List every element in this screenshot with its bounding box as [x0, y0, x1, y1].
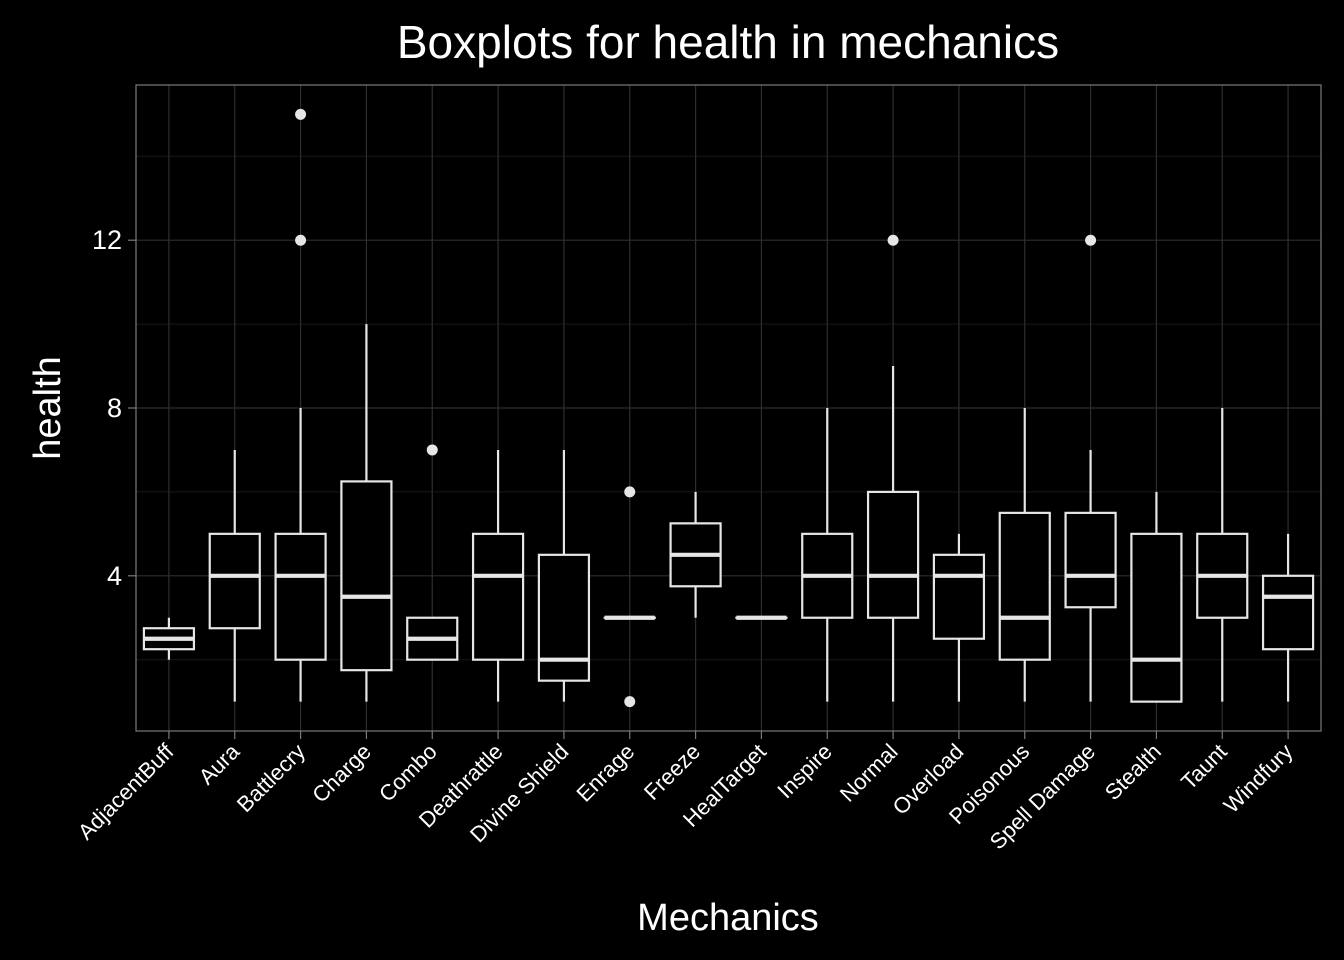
- box-iqr: [1064, 511, 1117, 609]
- outlier-point: [624, 696, 636, 708]
- boxplot-charge: [340, 324, 393, 702]
- outlier-point: [295, 234, 307, 246]
- outlier-point: [887, 234, 899, 246]
- box-iqr: [866, 490, 920, 619]
- box-iqr: [998, 511, 1051, 661]
- box-iqr: [932, 553, 986, 640]
- boxplot-deathrattle: [471, 449, 525, 702]
- box-iqr: [1130, 532, 1183, 703]
- box-iqr: [340, 480, 393, 672]
- y-tick-label: 12: [92, 225, 122, 255]
- boxplot-battlecry: [274, 108, 327, 702]
- outlier-point: [624, 486, 636, 498]
- boxplot-normal: [866, 234, 920, 702]
- boxplot-enrage: [603, 486, 656, 708]
- x-axis-label: Mechanics: [637, 897, 819, 939]
- boxplot-overload: [932, 533, 986, 702]
- boxplot-taunt: [1196, 408, 1249, 702]
- boxplot-series: [142, 108, 1315, 708]
- boxplot-spell-damage: [1064, 234, 1117, 702]
- outlier-point: [426, 444, 438, 456]
- y-tick-label: 4: [107, 561, 122, 591]
- y-axis: 4 8 12: [92, 225, 136, 591]
- outlier-point: [1085, 234, 1097, 246]
- boxplot-stealth: [1130, 491, 1183, 703]
- boxplot-windfury: [1261, 533, 1315, 702]
- boxplot-inspire: [801, 408, 854, 702]
- box-iqr: [274, 532, 327, 661]
- chart-title: Boxplots for health in mechanics: [397, 16, 1059, 68]
- box-iqr: [208, 532, 261, 630]
- boxplot-combo: [406, 444, 459, 661]
- boxplot-poisonous: [998, 408, 1051, 702]
- box-iqr: [1261, 574, 1315, 651]
- outlier-point: [295, 108, 307, 120]
- boxplot-freeze: [669, 491, 722, 618]
- boxplot-divine-shield: [537, 449, 591, 702]
- boxplot-adjacentbuff: [142, 617, 196, 660]
- y-axis-label: health: [27, 356, 69, 460]
- box-iqr: [471, 532, 525, 661]
- y-tick-label: 8: [107, 393, 122, 423]
- boxplot-aura: [208, 449, 261, 702]
